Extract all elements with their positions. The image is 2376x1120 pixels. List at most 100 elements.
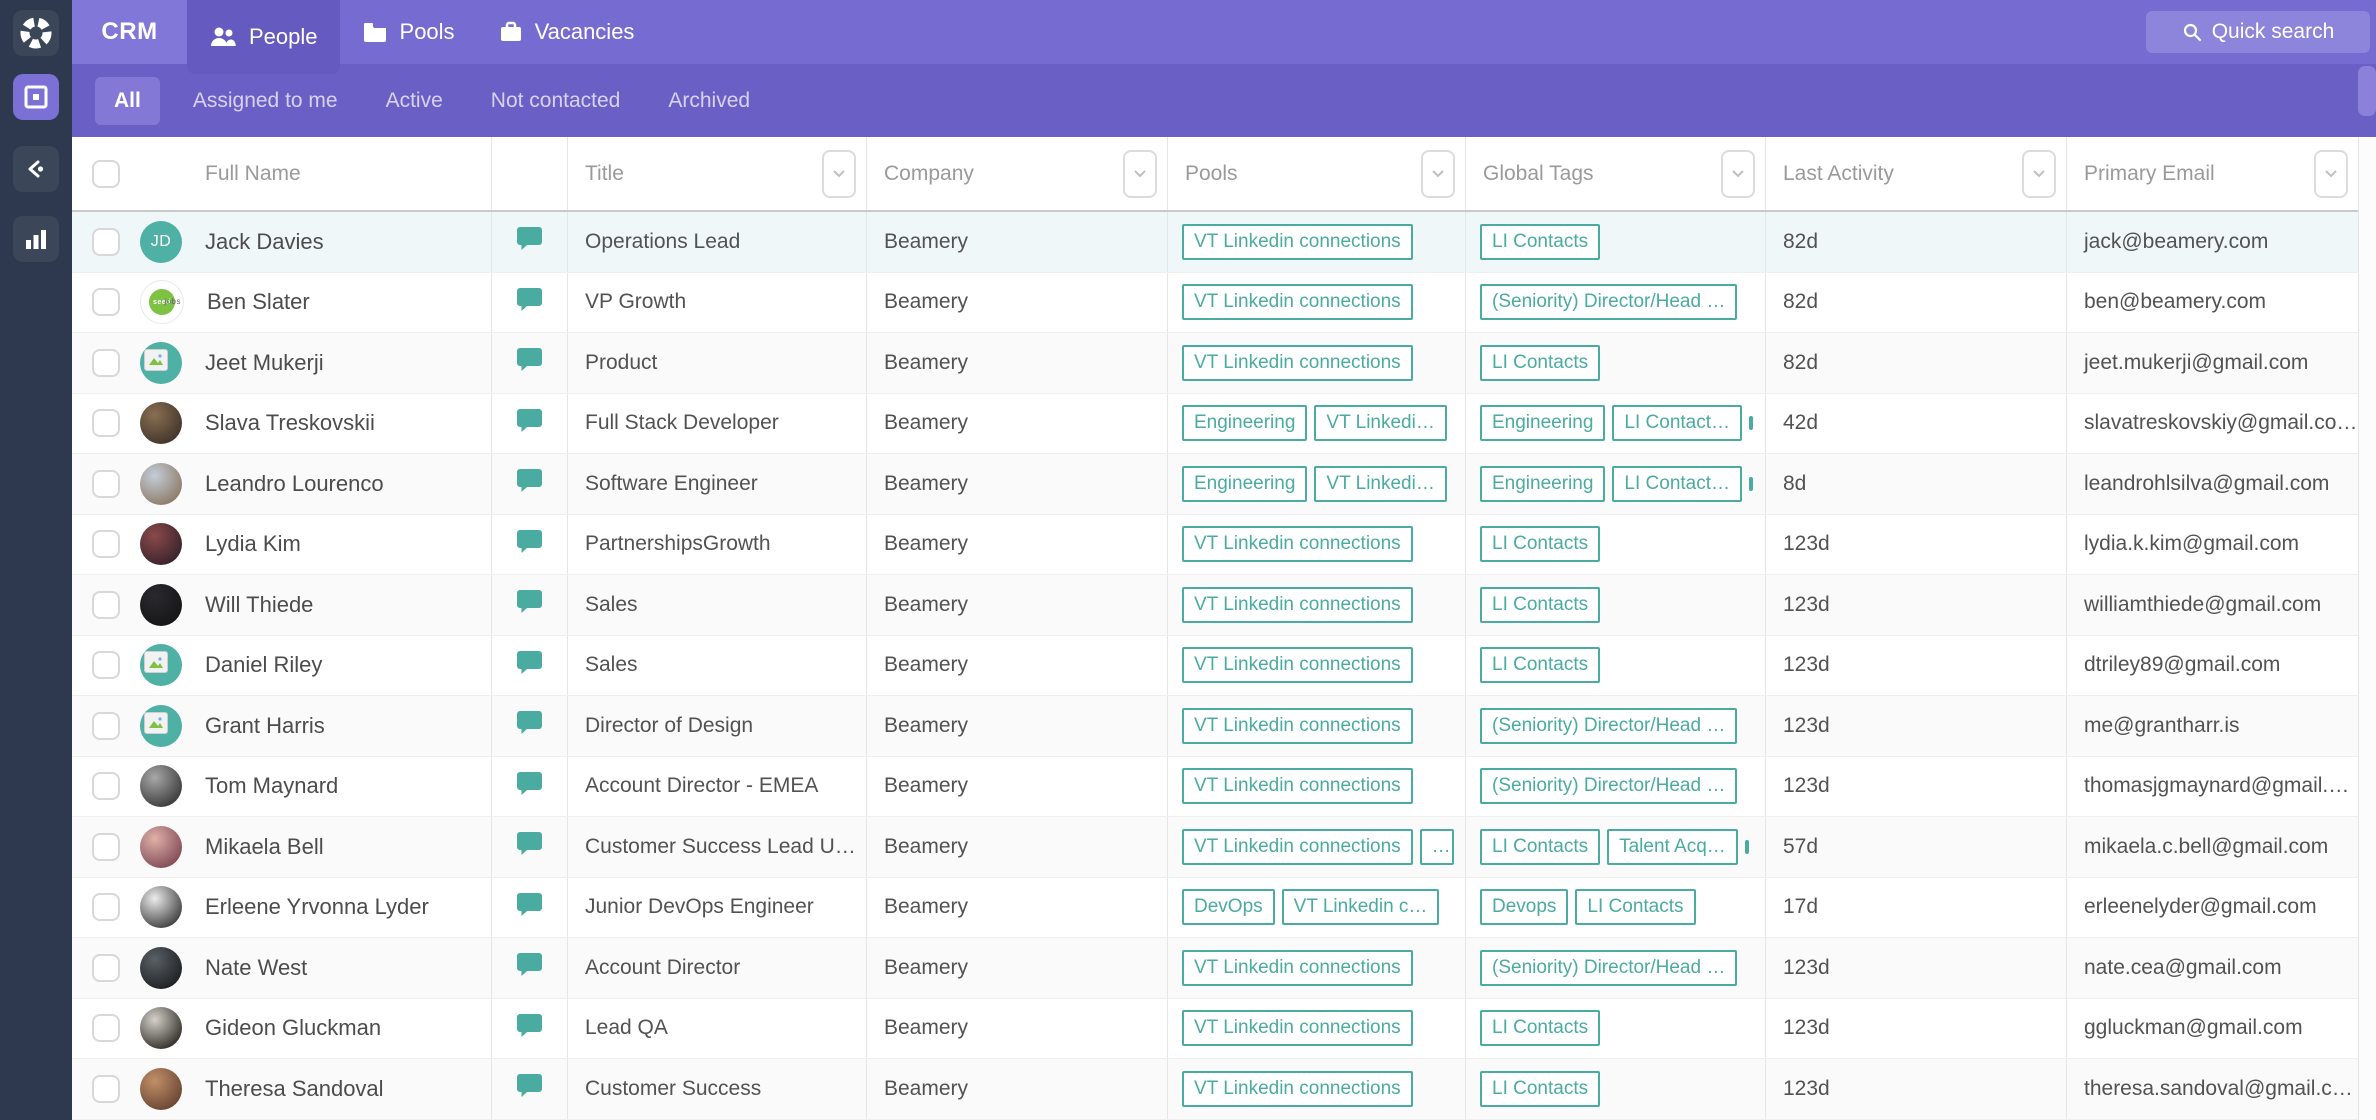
tag-pill[interactable]: VT Linkedin connections <box>1182 949 1413 986</box>
table-row[interactable]: Grant Harris Director of Design Beamery … <box>72 696 2358 757</box>
tag-pill[interactable]: (Seniority) Director/Head … <box>1480 707 1738 744</box>
vertical-scrollbar-track[interactable] <box>2358 137 2376 1120</box>
table-row[interactable]: Daniel Riley Sales Beamery VT Linkedin c… <box>72 635 2358 696</box>
title-filter-button[interactable] <box>822 149 856 198</box>
tag-pill[interactable]: VT Linkedin connections <box>1182 526 1413 563</box>
table-row[interactable]: Erleene Yrvonna Lyder Junior DevOps Engi… <box>72 877 2358 938</box>
last-activity-filter-button[interactable] <box>2022 149 2056 198</box>
frames-icon[interactable] <box>13 74 59 120</box>
company-filter-button[interactable] <box>1123 149 1157 198</box>
collapse-icon[interactable] <box>13 146 59 192</box>
table-row[interactable]: Gideon Gluckman Lead QA Beamery VT Linke… <box>72 998 2358 1059</box>
pools-filter-button[interactable] <box>1421 149 1455 198</box>
row-checkbox[interactable] <box>92 530 120 559</box>
filter-archived[interactable]: Archived <box>668 88 751 112</box>
table-row[interactable]: Nate West Account Director Beamery VT Li… <box>72 938 2358 999</box>
chat-bubble-icon[interactable] <box>516 710 543 741</box>
chat-bubble-icon[interactable] <box>516 287 543 318</box>
tag-pill[interactable]: Engineering <box>1480 465 1606 502</box>
tag-pill[interactable]: VT Linkedi… <box>1314 465 1447 502</box>
chat-bubble-icon[interactable] <box>516 831 543 862</box>
tag-pill[interactable]: (Seniority) Director/Head … <box>1480 768 1738 805</box>
row-checkbox[interactable] <box>92 227 120 256</box>
chat-bubble-icon[interactable] <box>516 892 543 923</box>
tag-pill[interactable]: … <box>1419 828 1454 865</box>
tag-pill[interactable]: Engineering <box>1182 405 1308 442</box>
tag-pill[interactable]: LI Contacts <box>1480 526 1601 563</box>
row-checkbox[interactable] <box>92 288 120 317</box>
row-checkbox[interactable] <box>92 590 120 619</box>
table-row[interactable]: Slava Treskovskii Full Stack Developer B… <box>72 393 2358 454</box>
tag-pill[interactable]: Engineering <box>1182 465 1308 502</box>
primary-email-filter-button[interactable] <box>2314 149 2348 198</box>
tag-pill[interactable]: VT Linkedin connections <box>1182 647 1413 684</box>
chat-bubble-icon[interactable] <box>516 952 543 983</box>
tag-pill[interactable]: VT Linkedin connections <box>1182 284 1413 321</box>
tag-pill[interactable]: LI Contacts <box>1480 586 1601 623</box>
tag-pill[interactable]: VT Linkedin connections <box>1182 828 1413 865</box>
chat-bubble-icon[interactable] <box>516 1013 543 1044</box>
tag-pill[interactable]: Talent Acq… <box>1607 828 1738 865</box>
table-row[interactable]: Jeet Mukerji Product Beamery VT Linkedin… <box>72 333 2358 394</box>
chat-bubble-icon[interactable] <box>516 589 543 620</box>
table-row[interactable]: Leandro Lourenco Software Engineer Beame… <box>72 454 2358 515</box>
tag-pill[interactable]: Devops <box>1480 889 1569 926</box>
chat-bubble-icon[interactable] <box>516 468 543 499</box>
table-row[interactable]: Tom Maynard Account Director - EMEA Beam… <box>72 756 2358 817</box>
table-row[interactable]: Lydia Kim PartnershipsGrowth Beamery VT … <box>72 514 2358 575</box>
chat-bubble-icon[interactable] <box>516 226 543 257</box>
tag-pill[interactable]: VT Linkedi… <box>1314 405 1447 442</box>
tag-pill[interactable]: LI Contact… <box>1612 405 1743 442</box>
tag-pill[interactable]: (Seniority) Director/Head … <box>1480 284 1738 321</box>
table-row[interactable]: JD Jack Davies Operations Lead Beamery VT… <box>72 212 2358 273</box>
quick-search-input[interactable]: Quick search <box>2146 11 2370 53</box>
tag-pill[interactable]: LI Contacts <box>1480 344 1601 381</box>
tab-vacancies[interactable]: Vacancies <box>477 0 657 64</box>
tag-pill[interactable]: (Seniority) Director/Head … <box>1480 949 1738 986</box>
row-checkbox[interactable] <box>92 893 120 922</box>
tag-pill[interactable]: VT Linkedin c… <box>1281 889 1440 926</box>
table-row[interactable]: Theresa Sandoval Customer Success Beamer… <box>72 1059 2358 1120</box>
select-all-checkbox[interactable] <box>92 159 120 188</box>
tag-pill[interactable]: VT Linkedin connections <box>1182 223 1413 260</box>
tag-pill[interactable]: VT Linkedin connections <box>1182 707 1413 744</box>
chat-bubble-icon[interactable] <box>516 650 543 681</box>
table-row[interactable]: Will Thiede Sales Beamery VT Linkedin co… <box>72 575 2358 636</box>
row-checkbox[interactable] <box>92 772 120 801</box>
tag-pill[interactable]: VT Linkedin connections <box>1182 1010 1413 1047</box>
row-checkbox[interactable] <box>92 711 120 740</box>
tab-people[interactable]: People <box>187 0 340 74</box>
tag-pill[interactable]: VT Linkedin connections <box>1182 768 1413 805</box>
bar-chart-icon[interactable] <box>13 216 59 262</box>
chat-bubble-icon[interactable] <box>516 529 543 560</box>
tag-pill[interactable]: LI Contacts <box>1480 1070 1601 1107</box>
chat-bubble-icon[interactable] <box>516 771 543 802</box>
filter-not-contacted[interactable]: Not contacted <box>490 88 621 112</box>
row-checkbox[interactable] <box>92 1074 120 1103</box>
tag-pill[interactable]: LI Contacts <box>1480 828 1601 865</box>
row-checkbox[interactable] <box>92 832 120 861</box>
tag-pill[interactable]: LI Contact… <box>1612 465 1743 502</box>
tag-pill[interactable]: VT Linkedin connections <box>1182 344 1413 381</box>
tab-pools[interactable]: Pools <box>340 0 477 64</box>
row-checkbox[interactable] <box>92 651 120 680</box>
row-checkbox[interactable] <box>92 348 120 377</box>
row-checkbox[interactable] <box>92 1014 120 1043</box>
filter-all[interactable]: All <box>95 76 160 125</box>
global-tags-filter-button[interactable] <box>1721 149 1755 198</box>
tag-pill[interactable]: DevOps <box>1182 889 1275 926</box>
chat-bubble-icon[interactable] <box>516 347 543 378</box>
tag-pill[interactable]: VT Linkedin connections <box>1182 1070 1413 1107</box>
tag-pill[interactable]: LI Contacts <box>1480 223 1601 260</box>
chat-bubble-icon[interactable] <box>516 408 543 439</box>
tag-pill[interactable]: LI Contacts <box>1575 889 1696 926</box>
row-checkbox[interactable] <box>92 953 120 982</box>
row-checkbox[interactable] <box>92 409 120 438</box>
vertical-scrollbar-thumb[interactable] <box>2358 66 2376 116</box>
chat-bubble-icon[interactable] <box>516 1073 543 1104</box>
tag-pill[interactable]: Engineering <box>1480 405 1606 442</box>
filter-active[interactable]: Active <box>385 88 443 112</box>
tag-pill[interactable]: LI Contacts <box>1480 1010 1601 1047</box>
tag-pill[interactable]: LI Contacts <box>1480 647 1601 684</box>
filter-assigned-to-me[interactable]: Assigned to me <box>192 88 338 112</box>
